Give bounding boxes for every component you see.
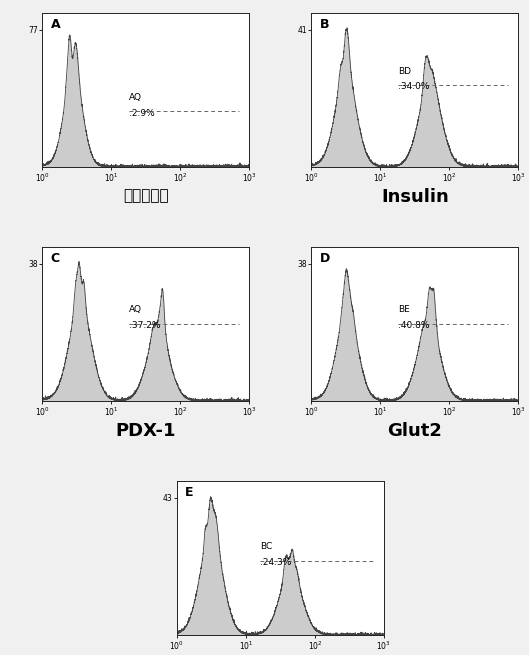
Text: AQ: AQ <box>129 93 142 102</box>
Text: AQ: AQ <box>129 305 142 314</box>
Text: BC: BC <box>260 542 272 552</box>
X-axis label: Glut2: Glut2 <box>387 422 442 440</box>
Text: .40.8%: .40.8% <box>398 321 430 330</box>
Text: BE: BE <box>398 305 410 314</box>
Text: BD: BD <box>398 67 412 75</box>
X-axis label: 未诱导对照: 未诱导对照 <box>123 188 169 203</box>
Text: .37.2%: .37.2% <box>129 321 161 330</box>
Text: E: E <box>185 486 194 499</box>
Text: B: B <box>320 18 329 31</box>
Text: .2.9%: .2.9% <box>129 109 155 118</box>
Text: D: D <box>320 252 330 265</box>
Text: C: C <box>51 252 60 265</box>
X-axis label: PDX-1: PDX-1 <box>115 422 176 440</box>
X-axis label: Insulin: Insulin <box>381 188 449 206</box>
Text: .24.3%: .24.3% <box>260 558 291 567</box>
Text: .34.0%: .34.0% <box>398 83 430 92</box>
Text: A: A <box>51 18 60 31</box>
